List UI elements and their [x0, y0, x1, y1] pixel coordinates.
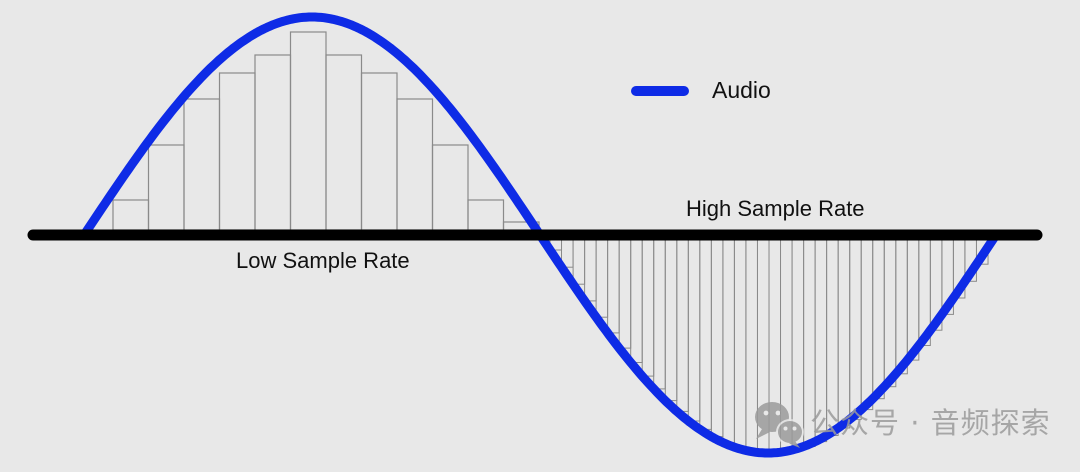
high-rate-sample-bar	[653, 239, 666, 390]
high-rate-sample-bar	[618, 239, 632, 349]
low-rate-sample-bar	[325, 54, 363, 231]
low-sample-rate-label: Low Sample Rate	[236, 248, 410, 273]
high-rate-sample-bar	[630, 239, 643, 363]
legend-audio-line	[631, 86, 689, 96]
high-sample-rate-label: High Sample Rate	[686, 196, 865, 221]
low-rate-sample-bar	[112, 199, 150, 231]
high-rate-sample-bar	[791, 239, 805, 451]
watermark-text: 公众号 · 音频探索	[810, 406, 1051, 440]
legend-audio-label: Audio	[712, 77, 771, 103]
low-rate-sample-bar	[289, 31, 327, 231]
low-rate-sample-bar	[218, 72, 256, 231]
high-rate-sample-bar	[733, 239, 747, 448]
low-rate-sample-bar	[254, 54, 292, 231]
low-rate-sample-bar	[147, 144, 185, 231]
high-rate-sample-bar	[676, 239, 689, 412]
high-rate-sample-bar	[572, 239, 586, 285]
high-rate-sample-bar	[883, 239, 897, 388]
high-rate-sample-bar	[837, 239, 851, 429]
wechat-icon	[755, 402, 804, 448]
low-rate-sample-bar	[396, 98, 434, 231]
high-rate-sample-bar	[895, 239, 908, 375]
high-rate-sample-bar	[641, 239, 655, 377]
high-rate-sample-bar	[722, 239, 735, 444]
low-rate-sample-bar	[360, 72, 398, 231]
low-rate-sample-bar	[467, 199, 505, 231]
high-rate-sample-bar	[710, 239, 724, 438]
high-rate-sample-bar	[699, 239, 712, 430]
high-rate-sample-bar	[849, 239, 862, 420]
high-rate-sample-bar	[687, 239, 701, 422]
high-rate-sample-bar	[664, 239, 678, 402]
low-rate-sample-bar	[183, 98, 221, 231]
high-rate-sample-bar	[860, 239, 874, 411]
low-rate-sample-bar	[431, 144, 469, 231]
high-rate-sample-bar	[607, 239, 620, 334]
high-rate-sample-bar	[872, 239, 885, 400]
high-rate-sample-bar	[595, 239, 609, 318]
high-rate-sample-bar	[584, 239, 597, 302]
